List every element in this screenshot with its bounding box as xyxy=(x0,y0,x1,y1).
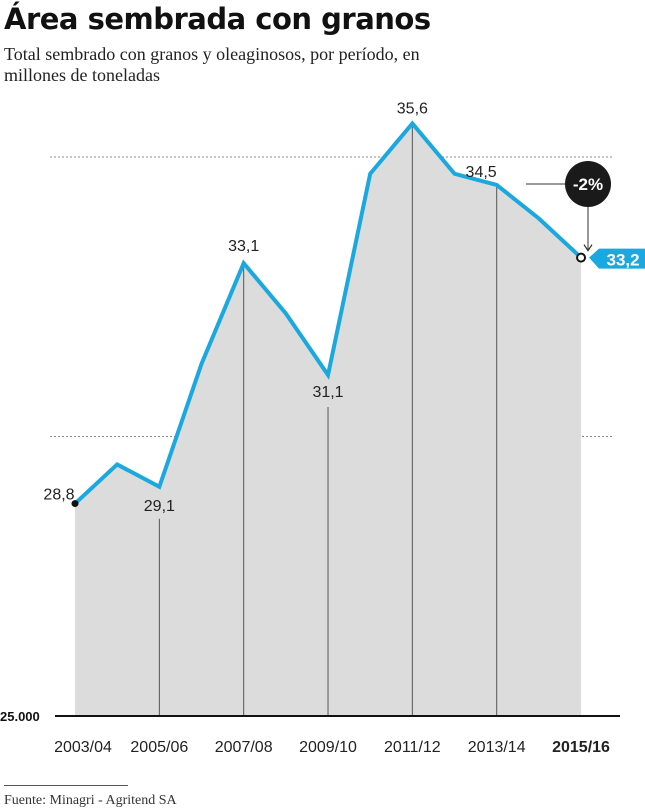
baseline-label: 25.000 xyxy=(0,709,40,724)
chart-title: Área sembrada con granos xyxy=(4,2,431,36)
x-tick-label: 2007/08 xyxy=(215,739,273,756)
x-tick-label: 2003/04 xyxy=(54,739,112,756)
data-label: 29,1 xyxy=(144,498,175,515)
data-label: 33,1 xyxy=(228,238,259,255)
series-line xyxy=(73,120,583,506)
data-label: 28,8 xyxy=(43,487,74,504)
x-tick-label: 2011/12 xyxy=(384,739,441,756)
chart-subtitle: Total sembrado con granos y oleaginosos,… xyxy=(4,44,420,85)
x-tick-label: 2013/14 xyxy=(468,739,526,756)
x-tick-label: 2005/06 xyxy=(130,739,188,756)
highlight-point xyxy=(576,252,587,263)
data-label: 35,6 xyxy=(397,100,428,117)
x-tick-label: 2015/16 xyxy=(552,739,610,756)
highlight-data-label: 33,2 xyxy=(606,251,639,270)
source-note: Fuente: Minagri - Agritend SA xyxy=(4,793,177,808)
data-point xyxy=(71,500,79,508)
source-divider xyxy=(4,785,128,786)
annotation-badge xyxy=(565,161,611,207)
arrow-down-icon xyxy=(583,244,593,252)
highlight-label-bg xyxy=(589,248,645,269)
x-tick-label: 2009/10 xyxy=(299,739,357,756)
annotation-label: -2% xyxy=(573,175,603,194)
data-label: 34,5 xyxy=(466,164,497,181)
data-label: 31,1 xyxy=(312,384,343,401)
